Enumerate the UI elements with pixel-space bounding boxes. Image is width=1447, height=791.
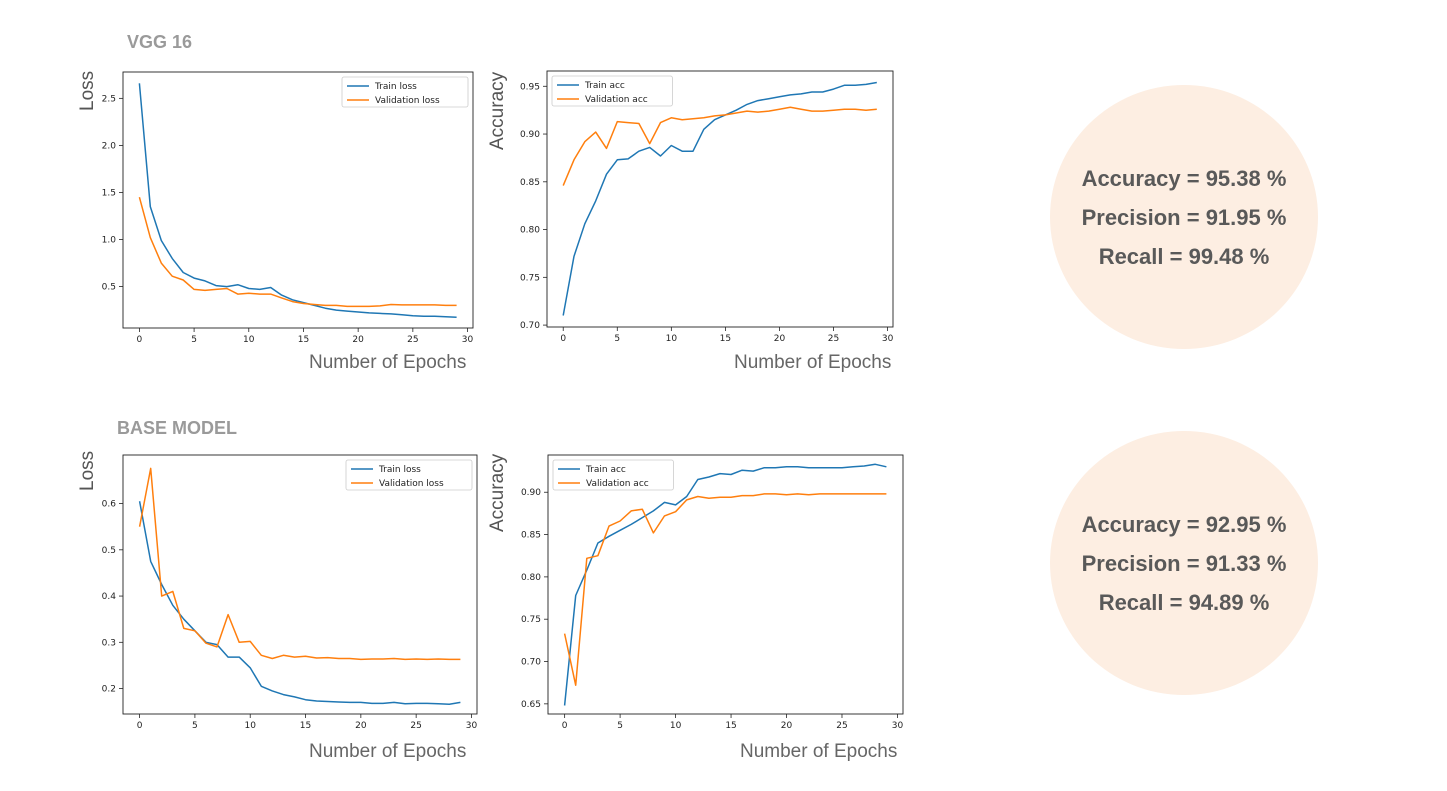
legend-box [552, 459, 674, 491]
vgg-accuracy-xlabel: Number of Epochs [734, 352, 892, 373]
x-tick-label: 10 [666, 334, 678, 344]
x-tick-label: 20 [781, 721, 793, 731]
legend-box [341, 76, 469, 108]
y-tick-label: 2.5 [102, 94, 116, 104]
x-tick-label: 20 [352, 335, 364, 345]
x-tick-label: 5 [614, 334, 620, 344]
axes-frame [122, 454, 478, 715]
x-tick-label: 10 [244, 721, 256, 731]
x-tick-label: 5 [192, 721, 198, 731]
train-acc-line [562, 81, 877, 316]
vgg16-precision-metric: Precision = 91.95 % [1081, 204, 1287, 230]
train-loss-line [138, 501, 461, 706]
vgg16-section-title: VGG 16 [127, 32, 193, 52]
x-tick-label: 25 [407, 335, 418, 345]
y-tick-label: 0.5 [102, 283, 116, 293]
x-tick-label: 25 [836, 721, 847, 731]
x-tick-label: 20 [774, 334, 786, 344]
x-tick-label: 15 [725, 721, 736, 731]
y-tick-label: 0.3 [102, 638, 116, 648]
x-tick-label: 0 [560, 334, 566, 344]
x-tick-label: 10 [243, 335, 255, 345]
y-tick-label: 0.70 [520, 321, 540, 331]
x-tick-label: 25 [828, 334, 839, 344]
base-model-precision-metric: Precision = 91.33 % [1081, 550, 1287, 576]
base-accuracy-ylabel: Accuracy [487, 453, 508, 532]
axes-frame [122, 71, 474, 329]
train-loss-line [138, 83, 457, 318]
x-tick-label: 0 [137, 335, 143, 345]
y-tick-label: 0.90 [521, 488, 541, 498]
y-tick-label: 0.75 [520, 273, 540, 283]
x-tick-label: 30 [892, 721, 904, 731]
legend-box [551, 75, 673, 107]
validation-acc-line [562, 106, 877, 186]
y-tick-label: 0.4 [102, 592, 117, 602]
x-tick-label: 25 [410, 721, 421, 731]
y-tick-label: 0.75 [521, 615, 541, 625]
y-tick-label: 0.6 [102, 500, 117, 510]
y-tick-label: 0.80 [520, 226, 540, 236]
validation-loss-line [138, 197, 457, 308]
y-tick-label: 0.85 [521, 531, 541, 541]
y-tick-label: 0.85 [520, 178, 540, 188]
x-tick-label: 15 [298, 335, 309, 345]
y-tick-label: 0.90 [520, 130, 540, 140]
train-loss-legend-label: Train loss [374, 82, 417, 92]
x-tick-label: 0 [137, 721, 143, 731]
validation-loss-legend-label: Validation loss [375, 96, 440, 106]
y-tick-label: 0.65 [521, 700, 541, 710]
x-tick-label: 0 [562, 721, 568, 731]
x-tick-label: 30 [882, 334, 894, 344]
train-loss-legend-label: Train loss [378, 465, 421, 475]
legend-box [345, 459, 473, 491]
x-tick-label: 5 [191, 335, 197, 345]
base-model-recall-metric: Recall = 94.89 % [1098, 589, 1270, 615]
train-acc-line [563, 463, 887, 706]
base-model-section-title: BASE MODEL [117, 418, 238, 438]
base-model-accuracy-metric: Accuracy = 92.95 % [1081, 511, 1287, 537]
x-tick-label: 20 [355, 721, 367, 731]
vgg16-recall-metric: Recall = 99.48 % [1098, 243, 1270, 269]
y-tick-label: 0.70 [521, 658, 541, 668]
validation-acc-line [563, 493, 887, 686]
train-acc-legend-label: Train acc [585, 465, 626, 475]
y-tick-label: 0.2 [102, 685, 116, 695]
y-tick-label: 1.0 [102, 236, 117, 246]
vgg-loss-xlabel: Number of Epochs [309, 352, 467, 373]
base-model-metrics-circle: Accuracy = 92.95 % Precision = 91.33 % R… [1050, 431, 1318, 695]
y-tick-label: 1.5 [102, 188, 116, 198]
validation-loss-line [138, 467, 461, 661]
axes-frame [547, 454, 904, 715]
vgg16-accuracy-metric: Accuracy = 95.38 % [1081, 165, 1287, 191]
y-tick-label: 0.5 [102, 546, 116, 556]
validation-loss-legend-label: Validation loss [379, 479, 444, 489]
x-tick-label: 30 [462, 335, 474, 345]
validation-acc-legend-label: Validation acc [585, 95, 648, 105]
validation-acc-legend-label: Validation acc [586, 479, 649, 489]
y-tick-label: 0.80 [521, 573, 541, 583]
train-acc-legend-label: Train acc [584, 81, 625, 91]
x-tick-label: 30 [466, 721, 478, 731]
vgg16-metrics-circle: Accuracy = 95.38 % Precision = 91.95 % R… [1050, 85, 1318, 349]
x-tick-label: 5 [617, 721, 623, 731]
x-tick-label: 10 [670, 721, 682, 731]
base-loss-xlabel: Number of Epochs [309, 741, 467, 762]
x-tick-label: 15 [300, 721, 311, 731]
axes-frame [546, 70, 894, 328]
y-tick-label: 2.0 [102, 141, 117, 151]
y-tick-label: 0.95 [520, 82, 540, 92]
x-tick-label: 15 [720, 334, 731, 344]
base-accuracy-xlabel: Number of Epochs [740, 741, 898, 762]
